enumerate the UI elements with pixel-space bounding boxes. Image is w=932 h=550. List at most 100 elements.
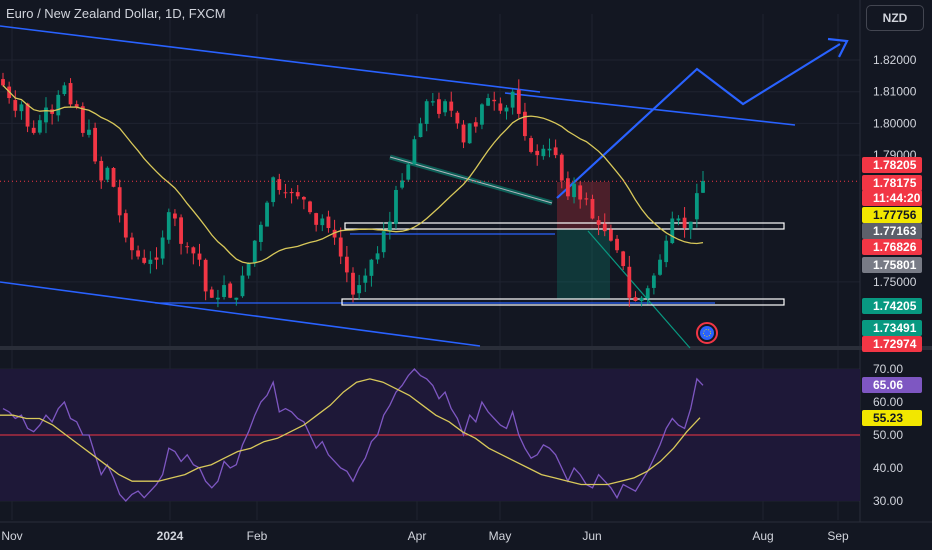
candle-body[interactable] <box>437 99 441 114</box>
candle-body[interactable] <box>62 85 67 95</box>
candle-body[interactable] <box>369 259 374 276</box>
candle-body[interactable] <box>688 221 693 230</box>
candle-body[interactable] <box>406 164 411 180</box>
candle-body[interactable] <box>430 101 435 103</box>
candle-body[interactable] <box>602 223 607 232</box>
candle-body[interactable] <box>651 275 656 288</box>
drawings[interactable] <box>0 25 849 349</box>
candle-body[interactable] <box>277 179 282 190</box>
moving-average[interactable] <box>2 84 704 265</box>
candle-body[interactable] <box>400 180 405 188</box>
candle-body[interactable] <box>455 112 460 124</box>
candle-body[interactable] <box>37 120 42 133</box>
candle-body[interactable] <box>19 104 24 112</box>
economic-event-ring[interactable] <box>696 322 718 344</box>
candle-body[interactable] <box>197 253 202 260</box>
candle-body[interactable] <box>301 196 306 200</box>
rsi-axis[interactable]: 70.00 60.00 50.00 40.00 30.00 65.06 55.23 <box>862 362 922 508</box>
candle-body[interactable] <box>154 257 159 260</box>
candle-body[interactable] <box>357 285 362 294</box>
time-axis[interactable]: Nov 2024 Feb Apr May Jun Aug Sep <box>0 521 932 543</box>
candle-body[interactable] <box>547 148 552 151</box>
candle-body[interactable] <box>701 181 705 193</box>
candle-body[interactable] <box>394 189 398 224</box>
candle-body[interactable] <box>596 220 601 225</box>
candle-body[interactable] <box>332 229 337 238</box>
candle-body[interactable] <box>142 257 147 263</box>
candle-body[interactable] <box>523 111 527 137</box>
candle-body[interactable] <box>68 83 73 105</box>
candle-body[interactable] <box>566 178 570 197</box>
candle-body[interactable] <box>99 160 104 181</box>
candle-body[interactable] <box>480 104 484 125</box>
candle-body[interactable] <box>271 177 276 203</box>
candle-body[interactable] <box>111 168 116 187</box>
candle-body[interactable] <box>498 103 503 111</box>
candle-body[interactable] <box>492 99 497 102</box>
candle-body[interactable] <box>627 266 632 298</box>
candle-body[interactable] <box>510 91 515 108</box>
candle-body[interactable] <box>314 213 319 225</box>
candle-body[interactable] <box>234 297 239 300</box>
rsi-pane[interactable] <box>0 368 860 502</box>
candle-body[interactable] <box>80 106 85 133</box>
candle-body[interactable] <box>320 218 325 226</box>
upper-channel-line-extension[interactable] <box>504 92 796 126</box>
candle-body[interactable] <box>473 122 478 127</box>
descending-channel-center[interactable] <box>389 156 553 204</box>
candle-body[interactable] <box>553 147 558 156</box>
candle-body[interactable] <box>1 79 5 86</box>
candle-body[interactable] <box>559 154 564 181</box>
candle-body[interactable] <box>289 192 294 194</box>
candle-body[interactable] <box>664 240 669 263</box>
pane-divider[interactable] <box>0 346 932 350</box>
candle-body[interactable] <box>209 289 214 298</box>
candle-body[interactable] <box>74 104 79 108</box>
candles[interactable] <box>1 72 705 308</box>
candle-body[interactable] <box>590 198 595 219</box>
candle-body[interactable] <box>351 272 355 295</box>
candle-body[interactable] <box>578 185 583 200</box>
candle-body[interactable] <box>584 198 589 200</box>
candle-body[interactable] <box>185 246 190 248</box>
candle-body[interactable] <box>541 148 546 157</box>
candle-body[interactable] <box>645 288 650 299</box>
short-position-target-zone[interactable] <box>557 229 610 299</box>
candle-body[interactable] <box>283 192 288 194</box>
candle-body[interactable] <box>148 259 153 264</box>
candle-body[interactable] <box>516 89 521 114</box>
candle-body[interactable] <box>387 221 392 232</box>
lower-channel-line[interactable] <box>0 281 481 347</box>
candle-body[interactable] <box>173 213 177 219</box>
forecast-path[interactable] <box>556 43 841 199</box>
rsi-ma-line[interactable] <box>0 378 701 486</box>
candle-body[interactable] <box>504 107 509 112</box>
candle-body[interactable] <box>461 124 466 143</box>
candle-body[interactable] <box>449 101 454 111</box>
candle-body[interactable] <box>123 213 128 238</box>
candle-body[interactable] <box>31 127 36 133</box>
candle-body[interactable] <box>529 138 533 152</box>
candle-body[interactable] <box>252 240 257 263</box>
candle-body[interactable] <box>572 183 576 198</box>
candle-body[interactable] <box>615 238 619 251</box>
candle-body[interactable] <box>486 98 490 106</box>
price-axis[interactable]: 1.820001.810001.800001.790001.750001.782… <box>862 53 922 352</box>
candle-body[interactable] <box>363 275 368 283</box>
candle-body[interactable] <box>13 100 18 111</box>
candle-body[interactable] <box>670 218 675 244</box>
resistance-zone-box[interactable] <box>344 222 785 230</box>
candle-body[interactable] <box>258 224 263 242</box>
short-position-risk-zone[interactable] <box>557 182 610 229</box>
target-projection-line[interactable] <box>587 230 691 349</box>
candle-body[interactable] <box>443 101 448 113</box>
candle-body[interactable] <box>160 237 165 259</box>
candle-body[interactable] <box>87 129 91 135</box>
candle-body[interactable] <box>424 101 429 124</box>
candle-body[interactable] <box>338 237 343 257</box>
candle-body[interactable] <box>639 297 644 302</box>
candle-body[interactable] <box>608 229 613 241</box>
candle-body[interactable] <box>375 253 380 260</box>
candle-body[interactable] <box>412 139 417 165</box>
